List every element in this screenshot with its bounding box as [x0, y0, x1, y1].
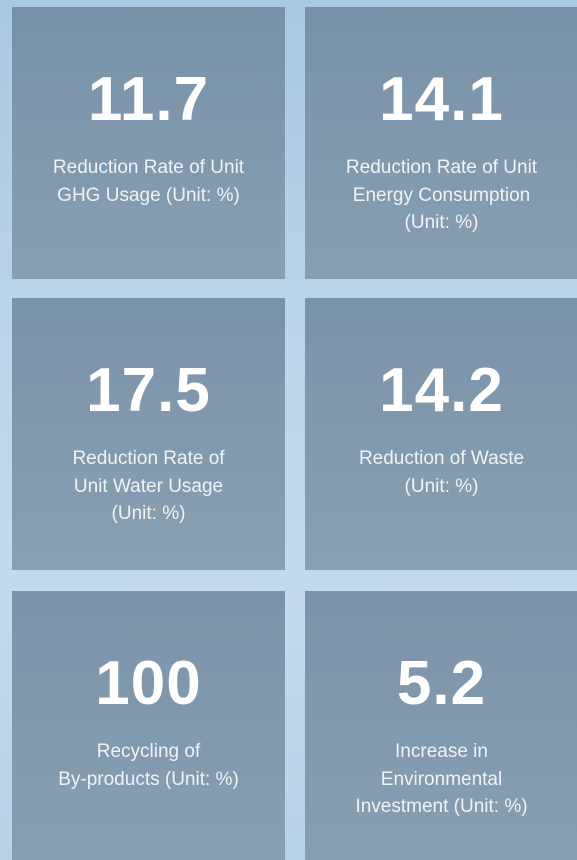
stat-label-line: Investment (Unit: %) [355, 796, 528, 817]
stat-tile: 11.7 Reduction Rate of Unit GHG Usage (Uni… [12, 7, 285, 279]
stat-label: Reduction of Waste (Unit: %) [305, 445, 577, 500]
stat-label-line: Energy Consumption [352, 184, 531, 206]
stat-tile: 5.2 Increase in Environmental Investment (U… [305, 591, 577, 860]
stat-value: 17.5 [86, 356, 211, 425]
stat-label-line: (Unit: %) [111, 503, 186, 524]
stat-label: Reduction Rate of Unit GHG Usage (Unit: %… [12, 154, 285, 209]
stat-label-line: (Unit: %) [404, 212, 479, 233]
stat-label-line: Reduction Rate of Unit [52, 157, 245, 178]
stat-label-line: Reduction Rate of [72, 448, 225, 469]
stat-label-line: Reduction Rate of Unit [345, 157, 538, 178]
stat-label-line: Recycling of [96, 741, 201, 762]
stat-label-line: (Unit: %) [404, 475, 479, 497]
stat-label: Increase in Environmental Investment (Unit… [305, 738, 577, 821]
stat-label: Reduction Rate of Unit Energy Consumption… [305, 154, 577, 237]
stat-value: 5.2 [396, 649, 487, 718]
stat-label-line: By-products (Unit: %) [58, 768, 239, 790]
stat-label-line: Environmental [380, 768, 503, 790]
stat-label-line: GHG Usage (Unit: %) [57, 184, 240, 206]
stat-label-line: Reduction of Waste [358, 448, 525, 469]
stat-label: Recycling of By-products (Unit: %) [12, 738, 285, 793]
stat-tile: 17.5 Reduction Rate of Unit Water Usage (Un… [12, 298, 285, 570]
stat-tile: 100 Recycling of By-products (Unit: %) [12, 591, 285, 860]
stat-tile: 14.2 Reduction of Waste (Unit: %) [305, 298, 577, 570]
stat-label-line: Unit Water Usage [73, 475, 224, 497]
stat-value: 11.7 [87, 65, 210, 134]
stat-label: Reduction Rate of Unit Water Usage (Unit: … [12, 445, 285, 528]
stat-value: 14.2 [379, 356, 504, 425]
stat-value: 14.1 [379, 65, 504, 134]
stat-label-line: Increase in [395, 741, 488, 762]
stat-tile: 14.1 Reduction Rate of Unit Energy Consump… [305, 7, 577, 279]
stat-value: 100 [95, 649, 202, 718]
